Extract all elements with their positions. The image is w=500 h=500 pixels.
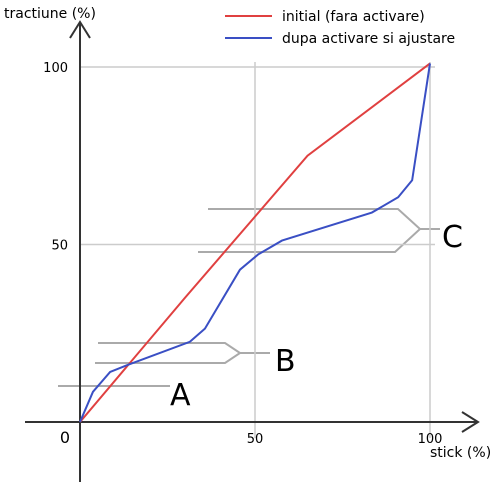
x-axis-label: stick (%) (430, 445, 491, 461)
x-tick-label: 0 (60, 428, 70, 447)
series-line (79, 63, 431, 423)
y-axis-arrow (69, 20, 91, 39)
legend-label: dupa activare si ajustare (282, 31, 455, 47)
annotation-lines (58, 208, 440, 387)
legend-label: initial (fara activare) (282, 9, 425, 25)
plot (79, 62, 431, 423)
grid (80, 62, 435, 438)
y-tick-label: 100 (43, 61, 68, 76)
y-axis-label: tractiune (%) (4, 6, 96, 22)
legend: initial (fara activare) dupa activare si … (225, 9, 455, 47)
annotation: A (170, 378, 191, 413)
series-line (79, 62, 431, 423)
annotation: C (442, 220, 463, 255)
x-axis-arrow (461, 411, 480, 433)
x-tick-label: 100 (418, 432, 443, 447)
x-tick-label: 50 (247, 432, 264, 447)
y-tick-label: 50 (51, 239, 68, 254)
annotation: B (275, 344, 296, 379)
axes (25, 20, 480, 482)
annotation-bracket (95, 342, 242, 364)
